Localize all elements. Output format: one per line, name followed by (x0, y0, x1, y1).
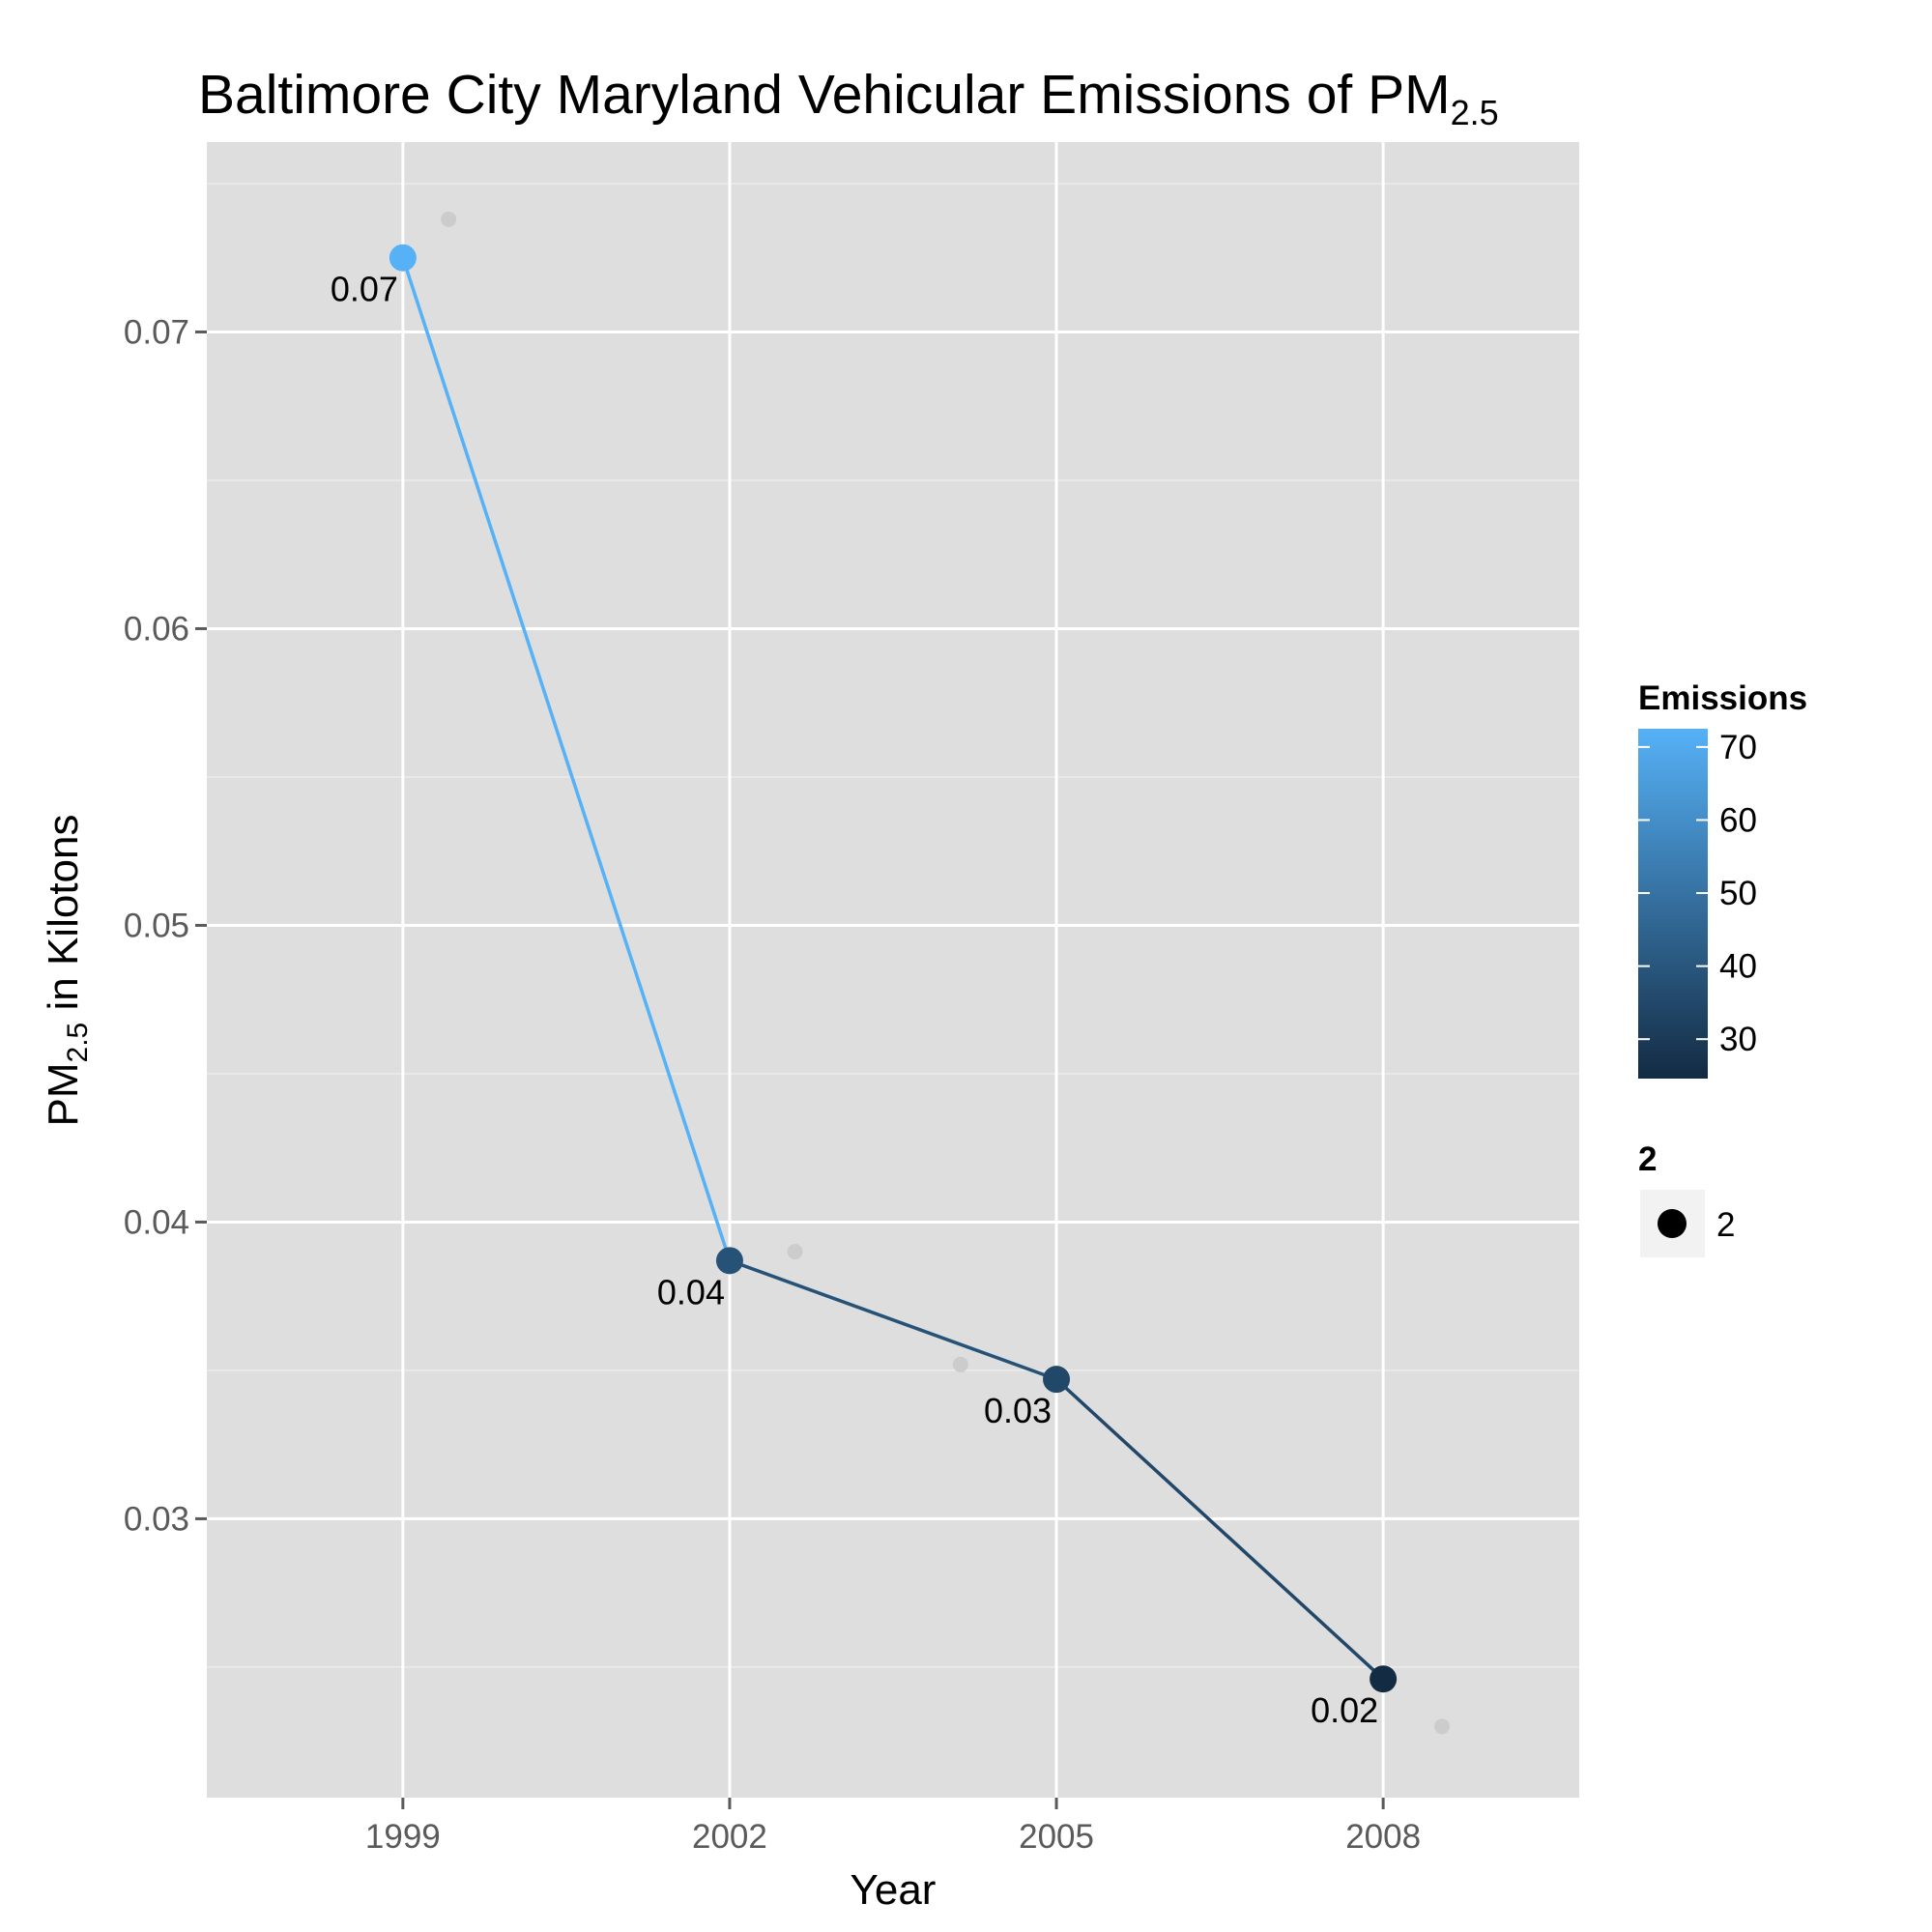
x-axis: 1999 2002 2005 2008 (365, 1798, 1421, 1856)
x-tick-label: 2005 (1019, 1818, 1094, 1856)
y-tick-label: 0.03 (124, 1500, 189, 1538)
y-axis-title-subscript: 2.5 (62, 1023, 94, 1063)
data-labels: 0.07 0.04 0.03 0.02 (331, 270, 1378, 1730)
jitter-point (441, 211, 457, 227)
x-tick-label: 1999 (365, 1818, 441, 1856)
jitter-points (441, 211, 1450, 1735)
chart-title-main: Baltimore City Maryland Vehicular Emissi… (198, 64, 1451, 126)
legend-size-point (1658, 1209, 1687, 1238)
plot-panel (207, 142, 1579, 1798)
legend-size-title: 2 (1638, 1140, 1657, 1178)
y-tick-label: 0.07 (124, 313, 189, 351)
series-line-segment (728, 1258, 1058, 1381)
legend-colorbar (1638, 729, 1708, 1079)
y-axis-title-suffix: in Kilotons (40, 815, 87, 1023)
data-label: 0.04 (657, 1272, 725, 1312)
colorbar-tick-label: 50 (1719, 875, 1757, 912)
colorbar-tick-label: 30 (1719, 1021, 1757, 1058)
y-axis: 0.03 0.04 0.05 0.06 0.07 (124, 313, 207, 1538)
jitter-point (952, 1356, 968, 1372)
colorbar-tick-label: 70 (1719, 729, 1757, 766)
legend-color-title: Emissions (1638, 679, 1807, 717)
data-label: 0.03 (984, 1391, 1052, 1430)
data-point (389, 244, 417, 272)
y-axis-title: PM2.5 in Kilotons (40, 815, 94, 1127)
x-axis-title: Year (851, 1866, 937, 1914)
chart-title: Baltimore City Maryland Vehicular Emissi… (198, 64, 1499, 132)
series-line-segment (401, 255, 732, 1263)
legend-colorbar-ticks: 30 40 50 60 70 (1638, 729, 1757, 1058)
data-point (715, 1247, 743, 1275)
legend-size-label: 2 (1716, 1206, 1735, 1244)
jitter-point (787, 1244, 803, 1260)
data-label: 0.07 (331, 270, 398, 309)
y-tick-label: 0.06 (124, 610, 189, 648)
major-grid (207, 142, 1579, 1798)
jitter-point (1434, 1718, 1450, 1735)
series-line-segment (1054, 1377, 1385, 1681)
y-tick-label: 0.05 (124, 907, 189, 944)
data-label: 0.02 (1311, 1690, 1378, 1730)
colorbar-tick-label: 40 (1719, 948, 1757, 986)
series-points (389, 244, 1398, 1693)
colorbar-tick-label: 60 (1719, 801, 1757, 839)
series-lines (401, 255, 1385, 1681)
x-tick-label: 2008 (1345, 1818, 1421, 1856)
chart-title-subscript: 2.5 (1451, 93, 1499, 132)
minor-grid (207, 183, 1579, 1668)
y-axis-title-prefix: PM (40, 1062, 87, 1126)
data-point (1370, 1665, 1398, 1693)
x-tick-label: 2002 (692, 1818, 767, 1856)
y-tick-label: 0.04 (124, 1203, 189, 1241)
data-point (1043, 1366, 1071, 1394)
